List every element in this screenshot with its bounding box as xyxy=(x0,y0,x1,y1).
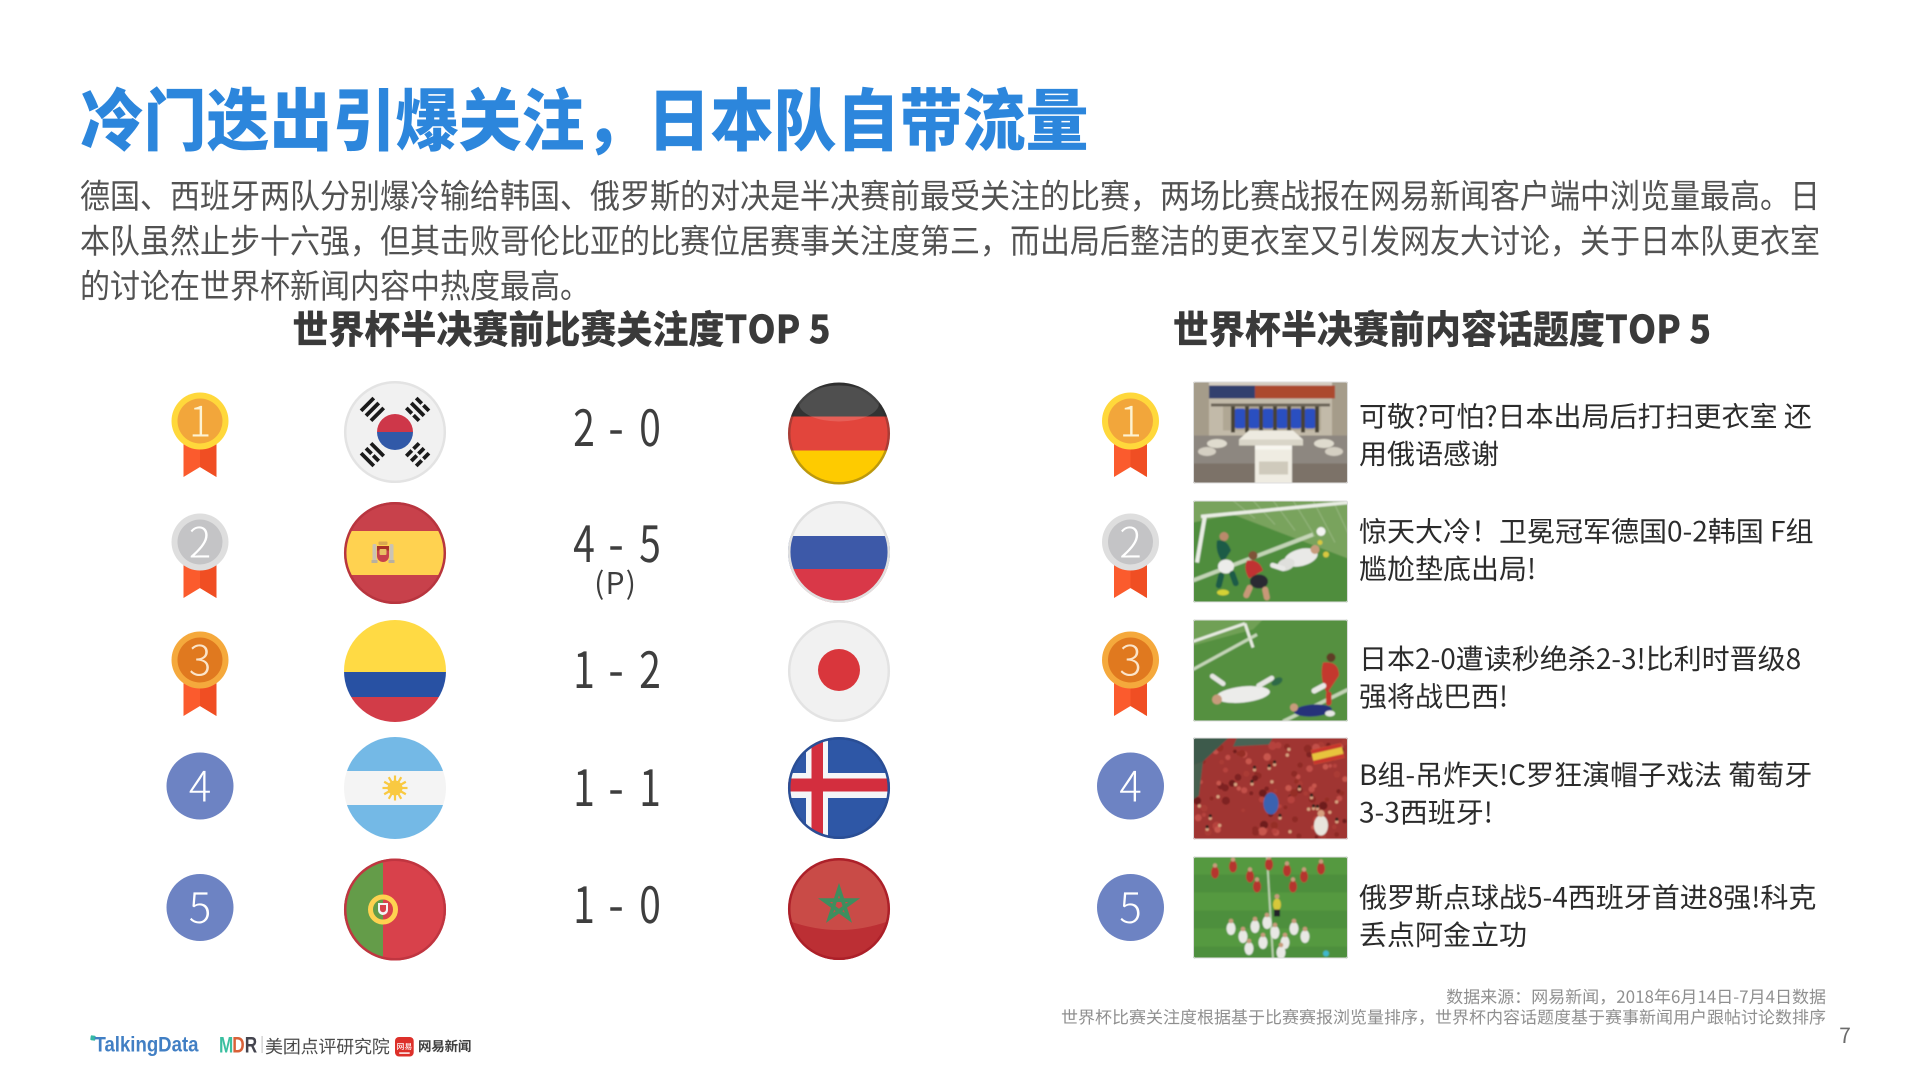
svg-text:R: R xyxy=(245,1034,257,1059)
svg-text:D: D xyxy=(232,1034,244,1059)
svg-text:TalkingData: TalkingData xyxy=(95,1033,200,1056)
svg-text:M: M xyxy=(219,1034,233,1059)
